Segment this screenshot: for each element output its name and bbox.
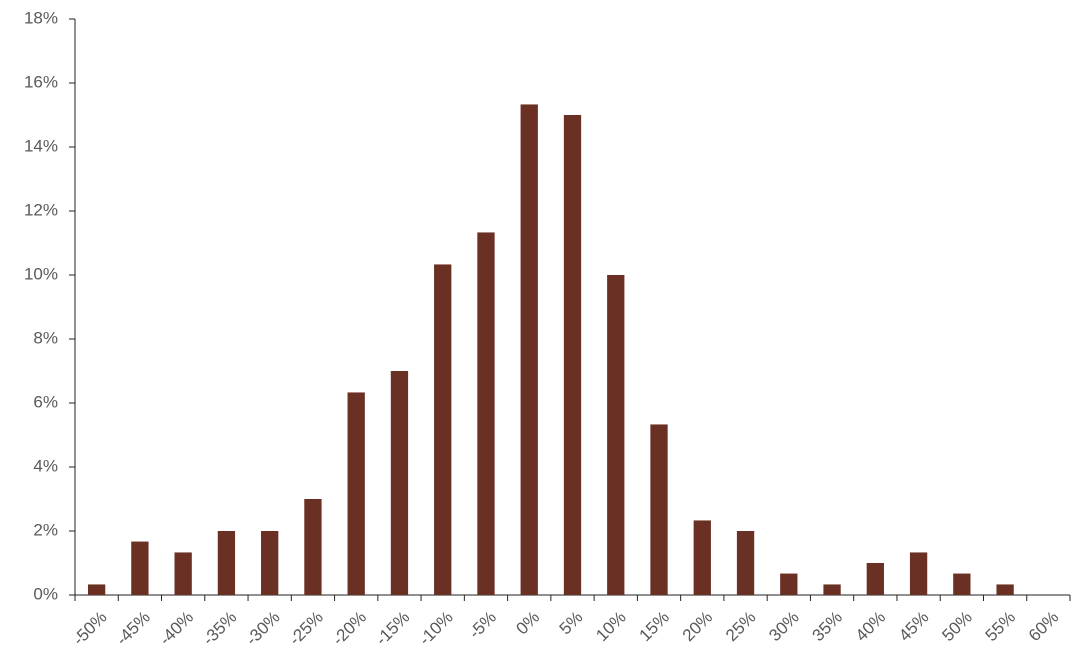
bar bbox=[261, 531, 279, 595]
bar bbox=[477, 232, 495, 595]
y-tick-label: 2% bbox=[33, 520, 58, 539]
x-tick-label: -40% bbox=[156, 608, 197, 649]
x-tick-label: 0% bbox=[512, 608, 543, 639]
bar bbox=[823, 584, 841, 595]
y-tick-label: 12% bbox=[24, 200, 58, 219]
bar bbox=[304, 499, 322, 595]
bar bbox=[131, 541, 149, 595]
bar bbox=[780, 573, 798, 595]
x-tick-label: -25% bbox=[285, 608, 326, 649]
x-tick-label: -10% bbox=[415, 608, 456, 649]
x-tick-label: 20% bbox=[679, 608, 716, 645]
x-tick-label: 55% bbox=[982, 608, 1019, 645]
bar bbox=[866, 563, 884, 595]
y-tick-label: 16% bbox=[24, 72, 58, 91]
bar bbox=[520, 104, 538, 595]
bar bbox=[736, 531, 755, 595]
x-tick-label: -35% bbox=[199, 608, 240, 649]
x-tick-label: 10% bbox=[592, 608, 629, 645]
x-tick-label: -20% bbox=[329, 608, 370, 649]
bar bbox=[996, 584, 1014, 595]
y-tick-label: 18% bbox=[24, 8, 58, 27]
x-tick-label: 50% bbox=[938, 608, 975, 645]
bar bbox=[693, 520, 711, 595]
x-tick-label: 5% bbox=[556, 608, 587, 639]
y-tick-label: 8% bbox=[33, 328, 58, 347]
x-tick-label: 30% bbox=[765, 608, 802, 645]
y-tick-label: 14% bbox=[24, 136, 58, 155]
y-tick-label: 6% bbox=[33, 392, 58, 411]
bar bbox=[87, 584, 106, 595]
y-tick-label: 10% bbox=[24, 264, 58, 283]
x-tick-label: -5% bbox=[465, 608, 500, 643]
bar bbox=[607, 275, 625, 595]
x-tick-label: 25% bbox=[722, 608, 759, 645]
x-tick-label: 35% bbox=[809, 608, 846, 645]
bar bbox=[390, 371, 409, 595]
x-tick-label: 40% bbox=[852, 608, 889, 645]
x-tick-label: -45% bbox=[112, 608, 153, 649]
y-tick-label: 4% bbox=[33, 456, 58, 475]
bar bbox=[953, 573, 971, 595]
x-tick-label: 15% bbox=[636, 608, 673, 645]
x-tick-label: 60% bbox=[1025, 608, 1062, 645]
bar bbox=[434, 264, 452, 595]
x-tick-label: -30% bbox=[242, 608, 283, 649]
x-tick-label: -50% bbox=[69, 608, 110, 649]
bar bbox=[650, 424, 668, 595]
x-tick-label: -15% bbox=[372, 608, 413, 649]
x-tick-label: 45% bbox=[895, 608, 932, 645]
bar bbox=[909, 552, 928, 595]
bar bbox=[217, 531, 236, 595]
bar bbox=[563, 115, 582, 595]
bar bbox=[347, 392, 365, 595]
bar bbox=[174, 552, 192, 595]
y-tick-label: 0% bbox=[33, 584, 58, 603]
